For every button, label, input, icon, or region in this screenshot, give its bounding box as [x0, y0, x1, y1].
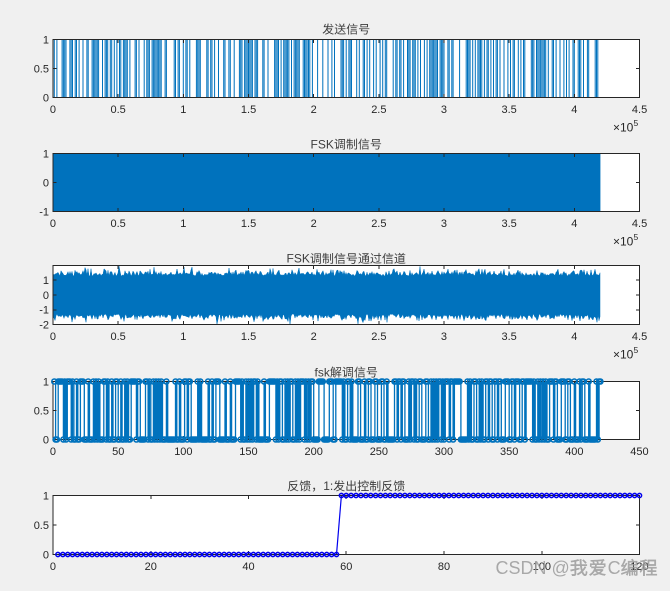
svg-text:FSK: FSK: [311, 137, 334, 151]
svg-text:100: 100: [533, 561, 551, 573]
svg-text:60: 60: [340, 561, 352, 573]
svg-text:100: 100: [174, 446, 192, 458]
svg-text:-1: -1: [39, 305, 49, 317]
svg-text:2.5: 2.5: [371, 331, 386, 343]
svg-text:0: 0: [43, 93, 49, 105]
svg-text:3.5: 3.5: [502, 331, 517, 343]
svg-text:5: 5: [634, 232, 639, 242]
svg-text:20: 20: [145, 561, 157, 573]
svg-text:0: 0: [43, 290, 49, 302]
svg-text:3: 3: [441, 218, 447, 230]
svg-text:3: 3: [441, 331, 447, 343]
svg-text:250: 250: [370, 446, 388, 458]
svg-text:CSDN @: CSDN @: [496, 558, 570, 578]
svg-text:0.5: 0.5: [34, 406, 49, 418]
svg-text:200: 200: [305, 446, 323, 458]
svg-text:×10: ×10: [613, 234, 634, 248]
svg-text:0: 0: [43, 435, 49, 447]
svg-text:2: 2: [311, 331, 317, 343]
svg-text:0.5: 0.5: [111, 218, 126, 230]
svg-text:0: 0: [50, 331, 56, 343]
svg-text:4.5: 4.5: [632, 218, 647, 230]
svg-text:5: 5: [634, 345, 639, 355]
svg-text:0.5: 0.5: [34, 64, 49, 76]
svg-text:0.5: 0.5: [111, 104, 126, 116]
svg-text:1: 1: [43, 149, 49, 161]
svg-text:50: 50: [112, 446, 124, 458]
svg-text:0: 0: [43, 178, 49, 190]
svg-text:2.5: 2.5: [371, 104, 386, 116]
svg-text:4.5: 4.5: [632, 104, 647, 116]
svg-text:1: 1: [43, 35, 49, 47]
svg-text:0: 0: [50, 561, 56, 573]
svg-text:C: C: [608, 558, 621, 578]
svg-text:1:: 1:: [323, 479, 333, 493]
svg-text:1: 1: [180, 104, 186, 116]
svg-text:fsk: fsk: [315, 365, 331, 379]
svg-text:3.5: 3.5: [502, 104, 517, 116]
svg-text:80: 80: [438, 561, 450, 573]
svg-text:1.5: 1.5: [241, 218, 256, 230]
svg-text:400: 400: [565, 446, 583, 458]
svg-text:FSK: FSK: [287, 252, 310, 266]
svg-text:1: 1: [43, 275, 49, 287]
svg-text:4: 4: [571, 218, 577, 230]
svg-text:2: 2: [311, 218, 317, 230]
svg-text:0: 0: [50, 446, 56, 458]
svg-text:1: 1: [180, 218, 186, 230]
svg-text:3: 3: [441, 104, 447, 116]
svg-text:0: 0: [50, 104, 56, 116]
svg-text:-1: -1: [39, 207, 49, 219]
svg-text:300: 300: [435, 446, 453, 458]
svg-text:5: 5: [634, 118, 639, 128]
svg-text:3.5: 3.5: [502, 218, 517, 230]
svg-text:40: 40: [242, 561, 254, 573]
svg-text:1.5: 1.5: [241, 331, 256, 343]
svg-text:4: 4: [571, 331, 577, 343]
svg-text:0.5: 0.5: [111, 331, 126, 343]
svg-text:0.5: 0.5: [34, 520, 49, 532]
svg-text:×10: ×10: [613, 120, 634, 134]
svg-text:-2: -2: [39, 320, 49, 332]
svg-text:2: 2: [311, 104, 317, 116]
svg-text:350: 350: [500, 446, 518, 458]
svg-text:1: 1: [43, 377, 49, 389]
svg-text:1: 1: [180, 331, 186, 343]
svg-text:0: 0: [50, 218, 56, 230]
svg-text:2.5: 2.5: [371, 218, 386, 230]
svg-text:1: 1: [43, 491, 49, 503]
svg-text:150: 150: [239, 446, 257, 458]
svg-text:450: 450: [630, 446, 648, 458]
svg-text:1.5: 1.5: [241, 104, 256, 116]
svg-text:×10: ×10: [613, 347, 634, 361]
svg-text:4: 4: [571, 104, 577, 116]
svg-text:4.5: 4.5: [632, 331, 647, 343]
svg-text:0: 0: [43, 550, 49, 562]
